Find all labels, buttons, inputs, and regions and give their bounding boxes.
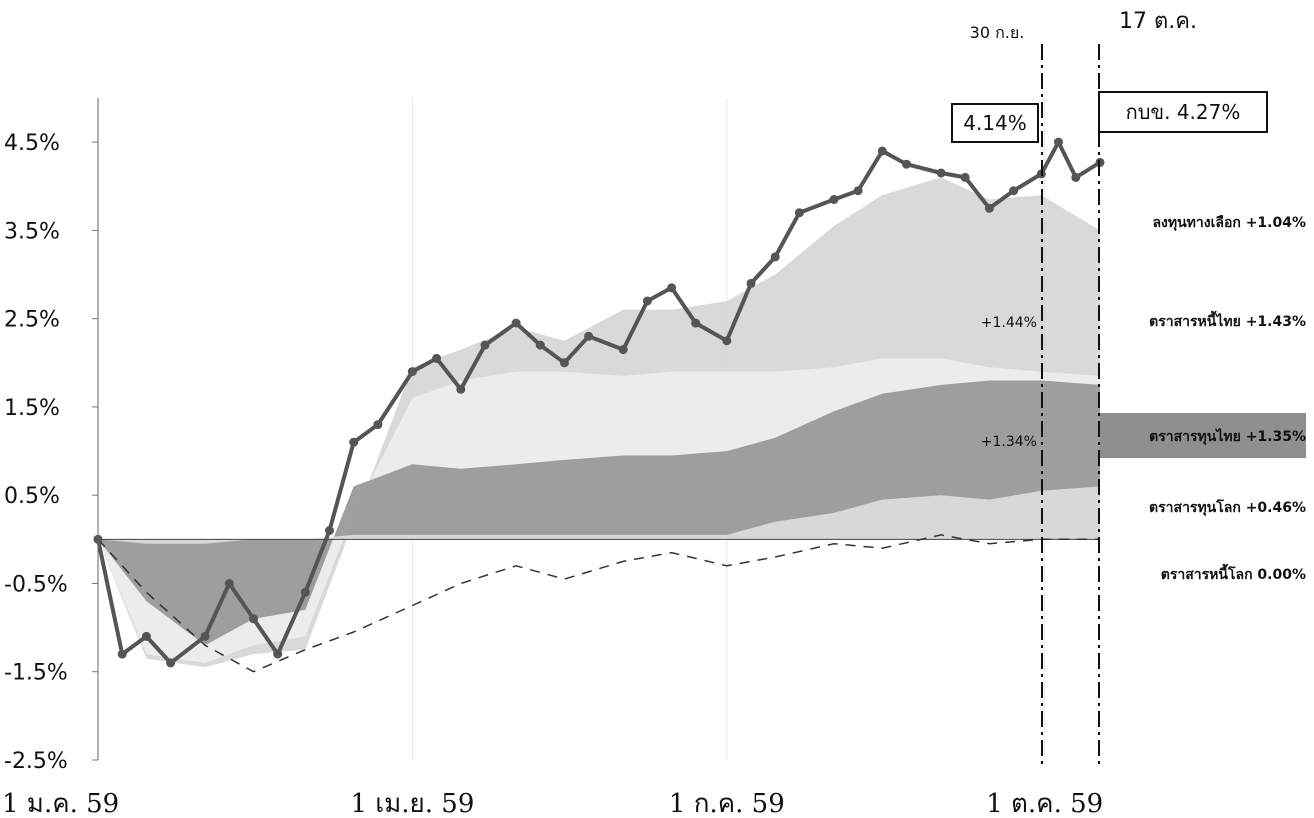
gpf-point bbox=[559, 358, 569, 368]
gpf-point bbox=[584, 331, 594, 341]
series-label: ตราสารหนี้ไทย +1.43% bbox=[1149, 310, 1306, 330]
gpf-point bbox=[407, 367, 417, 377]
value-box bbox=[1098, 91, 1268, 133]
axes: 4.5% 3.5% 2.5% 1.5% 0.5% -0.5% -1.5% -2.5% 1 ม.ค… bbox=[2, 98, 1103, 818]
marker-label: 17 ต.ค. bbox=[1119, 9, 1197, 34]
gpf-point bbox=[877, 146, 887, 156]
y-tick-label: 0.5% bbox=[4, 484, 60, 509]
gpf-point bbox=[480, 340, 490, 350]
gpf-point bbox=[722, 336, 732, 346]
y-tick-label: 3.5% bbox=[4, 219, 60, 244]
gpf-point bbox=[349, 437, 359, 447]
gpf-point bbox=[224, 579, 234, 588]
y-tick-label: -0.5% bbox=[4, 572, 68, 597]
mid-label: +1.34% bbox=[981, 434, 1037, 450]
gpf-point bbox=[829, 195, 839, 204]
gpf-point bbox=[300, 587, 310, 597]
gpf-point bbox=[373, 420, 383, 430]
gpf-point bbox=[141, 631, 151, 641]
label-highlight bbox=[1100, 413, 1306, 458]
series-lines bbox=[93, 137, 1105, 673]
gpf-point bbox=[200, 631, 210, 641]
gpf-point bbox=[117, 649, 127, 659]
gpf-point bbox=[1071, 172, 1081, 182]
gpf-point bbox=[936, 168, 946, 178]
gpf-point bbox=[1009, 186, 1019, 196]
annotations: 30 ก.ย. 17 ต.ค. 4.14% กบข. 4.27% ลงทุนทางเลื… bbox=[951, 9, 1306, 765]
gpf-point bbox=[667, 283, 677, 293]
gpf-point bbox=[746, 278, 756, 288]
value-box bbox=[951, 103, 1039, 143]
y-tick-label: 4.5% bbox=[4, 131, 60, 156]
y-tick-label: 2.5% bbox=[4, 308, 60, 333]
series-label: ตราสารทุนโลก +0.46% bbox=[1149, 498, 1306, 516]
gpf-point bbox=[273, 649, 283, 659]
y-tick-label: -1.5% bbox=[4, 661, 68, 686]
area-3 bbox=[98, 380, 1100, 646]
marker-label: 30 ก.ย. bbox=[970, 23, 1025, 42]
gpf-point bbox=[691, 318, 701, 328]
gpf-point bbox=[794, 208, 804, 218]
gpf-point bbox=[166, 658, 176, 668]
gpf-point bbox=[511, 318, 521, 328]
gpf-point bbox=[853, 186, 863, 196]
gpf-point bbox=[535, 340, 545, 350]
gpf-point bbox=[456, 384, 466, 394]
gpf-point bbox=[325, 526, 334, 535]
y-tick-label: -2.5% bbox=[4, 749, 68, 774]
mid-label: +1.44% bbox=[981, 315, 1037, 331]
series-label: ตราสารทุนไทย +1.35% bbox=[1149, 427, 1306, 445]
y-tick-label: 1.5% bbox=[4, 396, 60, 421]
series-label: ลงทุนทางเลือก +1.04% bbox=[1152, 215, 1306, 231]
area-4 bbox=[98, 486, 1100, 544]
gpf-point bbox=[984, 203, 994, 213]
gpf-point bbox=[1054, 137, 1063, 147]
series-line-gpf bbox=[96, 140, 1102, 665]
gpf-point bbox=[642, 296, 652, 306]
value-box-text: กบข. 4.27% bbox=[1126, 100, 1241, 124]
series-areas bbox=[98, 177, 1100, 668]
gpf-point bbox=[618, 345, 628, 355]
x-tick-label: 1 เม.ย. 59 bbox=[350, 789, 474, 818]
value-box-text: 4.14% bbox=[963, 111, 1027, 135]
gpf-point bbox=[770, 252, 780, 262]
gpf-point bbox=[249, 614, 258, 624]
x-tick-label: 1 ต.ค. 59 bbox=[986, 789, 1103, 818]
gpf-point bbox=[902, 159, 911, 169]
x-tick-label: 1 ม.ค. 59 bbox=[2, 789, 119, 818]
gpf-point bbox=[960, 172, 970, 182]
gpf-point bbox=[432, 353, 442, 363]
series-label: ตราสารหนี้โลก 0.00% bbox=[1161, 563, 1306, 583]
x-tick-label: 1 ก.ค. 59 bbox=[669, 789, 785, 818]
